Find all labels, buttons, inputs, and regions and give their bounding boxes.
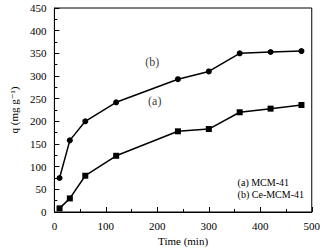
svg-text:(a) MCM-41: (a) MCM-41	[238, 177, 289, 189]
svg-text:100: 100	[98, 220, 115, 232]
svg-text:(b): (b)	[145, 55, 159, 69]
svg-text:0: 0	[41, 206, 47, 218]
svg-text:0: 0	[52, 220, 58, 232]
svg-text:100: 100	[30, 161, 47, 173]
svg-text:150: 150	[30, 138, 47, 150]
svg-text:250: 250	[30, 93, 47, 105]
svg-text:q (mg g⁻¹): q (mg g⁻¹)	[8, 86, 21, 133]
svg-text:350: 350	[30, 47, 47, 59]
svg-text:200: 200	[30, 115, 47, 127]
svg-text:(b) Ce-MCM-41: (b) Ce-MCM-41	[238, 189, 304, 201]
svg-text:400: 400	[30, 25, 47, 37]
svg-text:300: 300	[201, 220, 218, 232]
svg-text:450: 450	[30, 2, 47, 14]
svg-text:500: 500	[304, 220, 321, 232]
svg-text:400: 400	[252, 220, 269, 232]
svg-text:300: 300	[30, 70, 47, 82]
svg-text:(a): (a)	[148, 94, 161, 108]
svg-text:Time (min): Time (min)	[158, 235, 208, 248]
svg-text:50: 50	[35, 183, 47, 195]
svg-text:200: 200	[149, 220, 166, 232]
